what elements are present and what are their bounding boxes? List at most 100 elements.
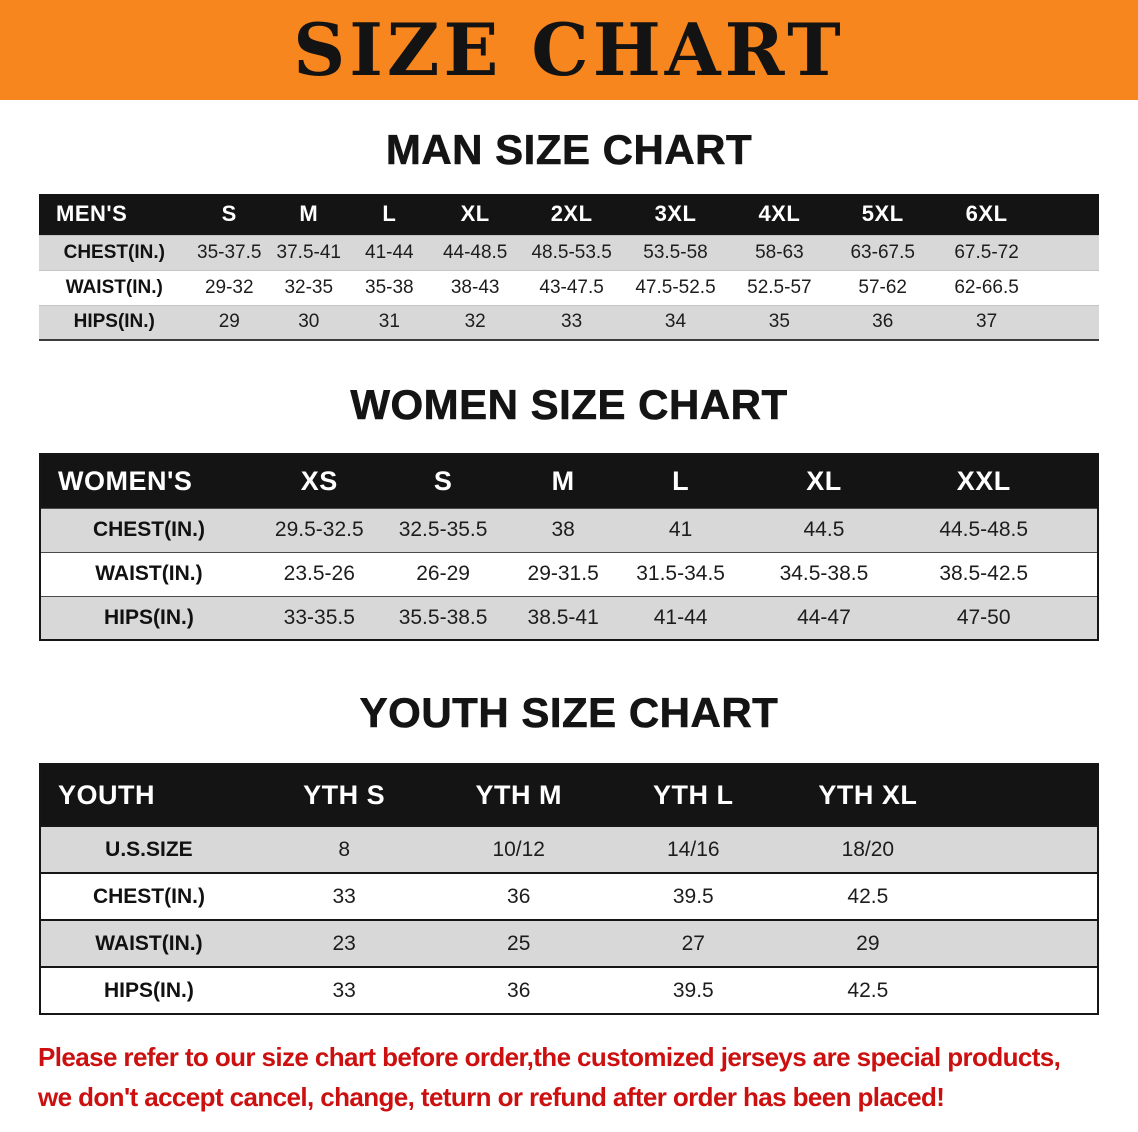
table-row: HIPS(IN.) 33 36 39.5 42.5 <box>40 967 1098 1015</box>
size-value: 41-44 <box>348 235 431 271</box>
men-size-heading: MAN SIZE CHART <box>385 126 753 173</box>
size-column-header: L <box>348 194 431 236</box>
row-label: CHEST(IN.) <box>40 873 257 921</box>
size-column-header: S <box>381 454 505 509</box>
men-table-header-row: MEN'S S M L XL 2XL 3XL 4XL 5XL 6XL <box>39 194 1099 236</box>
size-value: 44-48.5 <box>430 235 521 271</box>
size-column-header: XL <box>739 454 909 509</box>
women-size-heading: WOMEN SIZE CHART <box>350 381 788 429</box>
size-value: 67.5-72 <box>934 235 1039 271</box>
size-value: 42.5 <box>780 967 956 1015</box>
size-value: 33 <box>520 305 624 341</box>
men-size-table: MEN'S S M L XL 2XL 3XL 4XL 5XL 6XL CHEST(IN.) 35-37… <box>39 194 1099 342</box>
size-value: 18/20 <box>780 826 956 874</box>
women-size-section: WOMEN SIZE CHART WOMEN'S XS S M L XL XXL CHEST(I… <box>0 381 1138 642</box>
table-row: U.S.SIZE 8 10/12 14/16 18/20 <box>40 826 1098 874</box>
spacer-cell <box>1038 194 1099 236</box>
spacer-cell <box>1038 235 1099 271</box>
row-label: HIPS(IN.) <box>39 305 190 341</box>
size-column-header: YTH S <box>256 764 432 827</box>
table-row: CHEST(IN.) 29.5-32.5 32.5-35.5 38 41 44.5 44.5… <box>40 508 1098 553</box>
size-value: 39.5 <box>606 873 781 921</box>
size-value: 31 <box>348 305 431 341</box>
size-value: 57-62 <box>830 270 935 306</box>
size-value: 36 <box>431 873 606 921</box>
size-column-header: M <box>269 194 349 236</box>
table-row: CHEST(IN.) 35-37.5 37.5-41 41-44 44-48.5 48.5… <box>39 235 1099 271</box>
spacer-cell <box>955 920 1098 968</box>
youth-table-header-row: YOUTH YTH S YTH M YTH L YTH XL <box>40 764 1098 827</box>
size-value: 52.5-57 <box>727 270 831 306</box>
size-value: 37.5-41 <box>269 235 349 271</box>
size-value: 35 <box>727 305 831 341</box>
row-label: CHEST(IN.) <box>40 508 257 553</box>
size-value: 44-47 <box>739 596 909 641</box>
spacer-cell <box>1058 508 1098 553</box>
size-column-header: 5XL <box>830 194 935 236</box>
size-value: 35-37.5 <box>189 235 270 271</box>
women-table-title: WOMEN'S <box>40 454 257 509</box>
size-value: 8 <box>256 826 432 874</box>
spacer-cell <box>955 967 1098 1015</box>
size-value: 47.5-52.5 <box>623 270 728 306</box>
size-value: 33-35.5 <box>256 596 382 641</box>
size-tables: MAN SIZE CHART MEN'S S M L XL 2XL 3XL 4XL 5XL 6XL C… <box>0 126 1138 1016</box>
size-value: 14/16 <box>606 826 781 874</box>
size-value: 32-35 <box>269 270 349 306</box>
row-label: WAIST(IN.) <box>40 552 257 597</box>
size-column-header: 4XL <box>727 194 831 236</box>
size-value: 38.5-41 <box>504 596 622 641</box>
size-value: 34.5-38.5 <box>739 552 909 597</box>
table-row: WAIST(IN.) 29-32 32-35 35-38 38-43 43-47.5 47.… <box>39 270 1099 306</box>
size-column-header: XL <box>430 194 521 236</box>
size-column-header: XXL <box>908 454 1059 509</box>
table-row: CHEST(IN.) 33 36 39.5 42.5 <box>40 873 1098 921</box>
size-value: 39.5 <box>606 967 781 1015</box>
size-value: 33 <box>256 873 432 921</box>
row-label: WAIST(IN.) <box>39 270 190 306</box>
banner-title: SIZE CHART <box>293 7 845 92</box>
size-value: 32 <box>430 305 521 341</box>
table-row: HIPS(IN.) 29 30 31 32 33 34 35 36 37 <box>39 305 1099 341</box>
youth-size-table: YOUTH YTH S YTH M YTH L YTH XL U.S.SIZE 8 10/12… <box>39 763 1099 1016</box>
size-value: 23.5-26 <box>256 552 382 597</box>
row-label: CHEST(IN.) <box>39 235 190 271</box>
size-column-header: YTH L <box>606 764 781 827</box>
size-value: 27 <box>606 920 781 968</box>
size-value: 36 <box>431 967 606 1015</box>
size-value: 38-43 <box>430 270 521 306</box>
size-column-header: XS <box>256 454 382 509</box>
youth-size-section: YOUTH SIZE CHART YOUTH YTH S YTH M YTH L YTH … <box>0 690 1138 1016</box>
size-column-header: YTH M <box>431 764 606 827</box>
size-value: 23 <box>256 920 432 968</box>
spacer-cell <box>1038 305 1099 341</box>
size-value: 35-38 <box>348 270 431 306</box>
size-value: 29 <box>189 305 270 341</box>
size-column-header: L <box>621 454 740 509</box>
table-row: WAIST(IN.) 23.5-26 26-29 29-31.5 31.5-34.5 34… <box>40 552 1098 597</box>
size-value: 63-67.5 <box>830 235 935 271</box>
size-value: 62-66.5 <box>934 270 1039 306</box>
size-chart-banner: SIZE CHART <box>0 0 1138 100</box>
size-value: 38.5-42.5 <box>908 552 1059 597</box>
size-value: 47-50 <box>908 596 1059 641</box>
size-value: 33 <box>256 967 432 1015</box>
size-column-header: M <box>504 454 622 509</box>
youth-table-title: YOUTH <box>40 764 257 827</box>
size-value: 48.5-53.5 <box>520 235 624 271</box>
disclaimer-line-1: Please refer to our size chart before or… <box>38 1042 1061 1073</box>
size-value: 35.5-38.5 <box>381 596 505 641</box>
spacer-cell <box>1058 552 1098 597</box>
size-value: 37 <box>934 305 1039 341</box>
size-value: 29-32 <box>189 270 270 306</box>
size-column-header: YTH XL <box>780 764 956 827</box>
disclaimer: Please refer to our size chart before or… <box>38 1037 1120 1117</box>
size-value: 58-63 <box>727 235 831 271</box>
size-value: 34 <box>623 305 728 341</box>
size-value: 53.5-58 <box>623 235 728 271</box>
size-value: 30 <box>269 305 349 341</box>
size-value: 43-47.5 <box>520 270 624 306</box>
table-row: WAIST(IN.) 23 25 27 29 <box>40 920 1098 968</box>
men-size-section: MAN SIZE CHART MEN'S S M L XL 2XL 3XL 4XL 5XL 6XL C… <box>0 126 1138 342</box>
